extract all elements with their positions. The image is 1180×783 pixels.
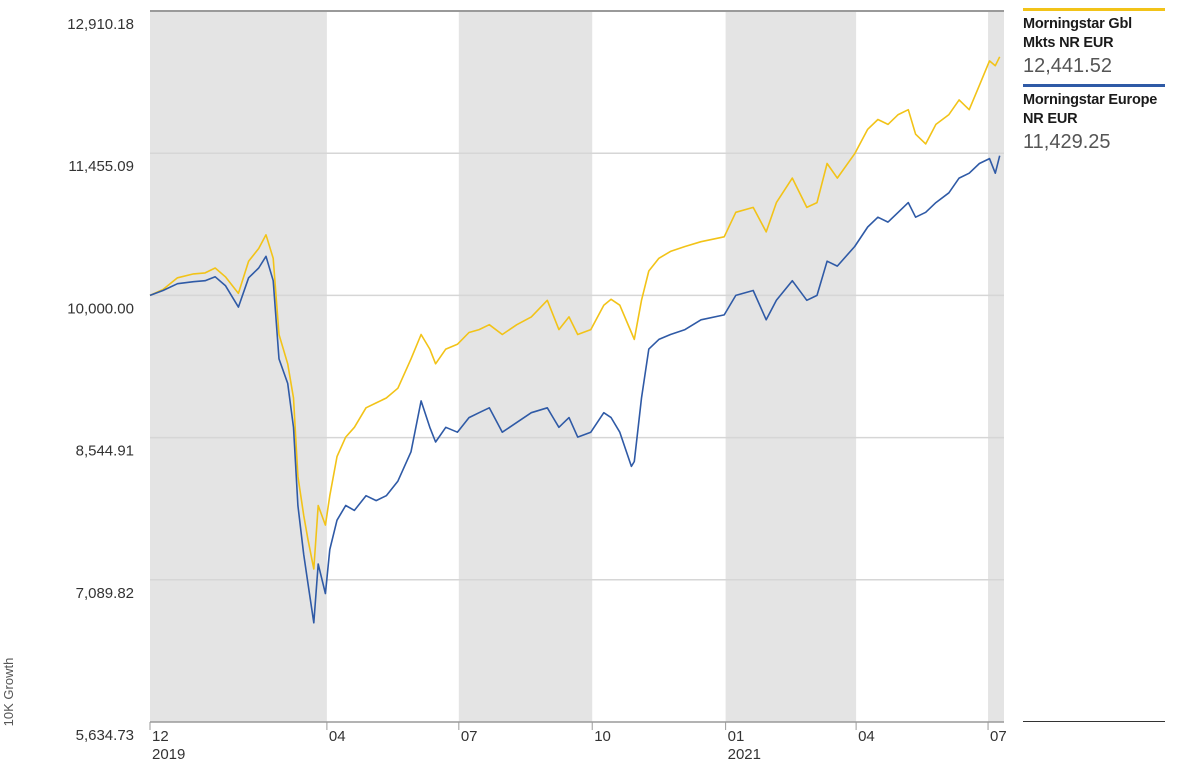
shaded-band [725, 11, 857, 722]
y-tick-label: 10,000.00 [67, 300, 134, 317]
y-tick-label: 12,910.18 [67, 16, 134, 33]
legend-item-europe: Morningstar Europe NR EUR 11,429.25 [1023, 84, 1165, 154]
series-lines [149, 56, 1001, 624]
x-tick-label: 12 [152, 728, 169, 745]
y-axis-ticks: 12,910.18 11,455.09 10,000.00 8,544.91 7,089… [67, 16, 134, 744]
x-tick-year-label: 2021 [728, 746, 761, 763]
series-line [149, 56, 1001, 570]
legend-item-gbl-mkts: Morningstar Gbl Mkts NR EUR 12,441.52 [1023, 8, 1165, 78]
x-tick-label: 07 [461, 728, 478, 745]
x-tick-label: 07 [990, 728, 1007, 745]
legend-series-name: Morningstar Europe NR EUR [1023, 92, 1158, 127]
y-axis-label: 10K Growth [1, 658, 16, 727]
legend-series-value: 11,429.25 [1023, 131, 1111, 153]
x-tick-label: 10 [594, 728, 611, 745]
x-tick-label: 04 [858, 728, 875, 745]
y-tick-label: 8,544.91 [76, 443, 134, 460]
x-tick-label: 01 [728, 728, 745, 745]
series-line [149, 155, 1001, 624]
shaded-band [458, 11, 593, 722]
shaded-bands [150, 11, 1004, 722]
shaded-band [988, 11, 1004, 722]
legend: Morningstar Gbl Mkts NR EUR 12,441.52 Mo… [1023, 8, 1165, 160]
legend-series-name: Morningstar Gbl Mkts NR EUR [1023, 16, 1132, 51]
legend-divider [1023, 721, 1165, 722]
shaded-band [150, 11, 327, 722]
y-tick-label: 11,455.09 [68, 158, 134, 175]
x-tick-label: 04 [329, 728, 346, 745]
gridlines [150, 152, 1004, 581]
y-tick-label: 5,634.73 [76, 727, 134, 744]
x-tick-year-label: 2019 [152, 746, 185, 763]
y-tick-label: 7,089.82 [76, 585, 134, 602]
legend-series-value: 12,441.52 [1023, 55, 1112, 77]
